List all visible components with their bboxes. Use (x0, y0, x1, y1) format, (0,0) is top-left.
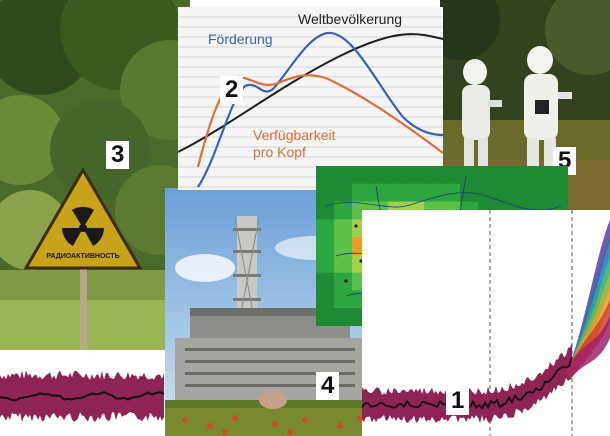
line-foerderung (197, 31, 443, 188)
panel-number-2: 2 (220, 76, 244, 104)
label-pro-kopf: pro Kopf (253, 144, 306, 160)
panel-noise-chart-left (0, 350, 165, 436)
panel-radiation-sign-photo: РАДИОАКТИВНОСТЬ 3 (0, 0, 190, 350)
radiation-trefoil-icon (62, 206, 104, 246)
noise-band-left (0, 370, 165, 422)
forest-scene: РАДИОАКТИВНОСТЬ (0, 0, 190, 350)
hockey-stick-chart (362, 210, 610, 436)
panel-number-3: 3 (106, 141, 130, 169)
panel-line-chart: Weltbevölkerung Förderung Verfügbarkeit … (178, 7, 443, 190)
line-weltbevoelkerung (178, 33, 443, 153)
panel-noise-chart-right: 1 (362, 210, 610, 436)
sign-text: РАДИОАКТИВНОСТЬ (46, 253, 119, 260)
panel-number-4: 4 (316, 372, 340, 400)
label-verfuegbarkeit: Verfügbarkeit (253, 127, 336, 143)
hazmat-worker-left (462, 59, 502, 193)
sign-post (80, 255, 87, 350)
label-weltbevoelkerung: Weltbevölkerung (298, 11, 403, 27)
panel-number-1: 1 (446, 387, 470, 415)
panel-reactor-photo: 4 (165, 188, 370, 436)
label-foerderung: Förderung (208, 31, 273, 47)
